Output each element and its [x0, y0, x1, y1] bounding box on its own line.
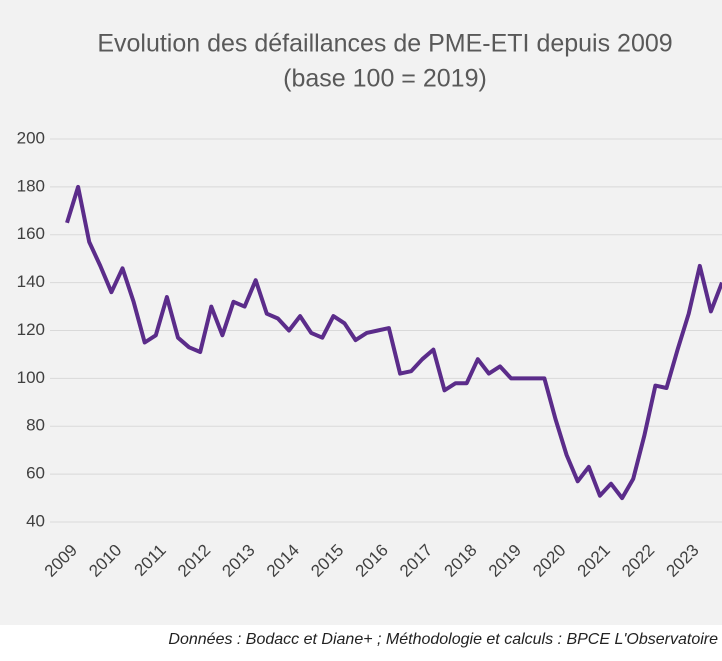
- chart-title: Evolution des défaillances de PME-ETI de…: [97, 30, 672, 58]
- y-tick-label: 180: [17, 176, 45, 195]
- y-tick-label: 160: [17, 224, 45, 243]
- y-tick-label: 80: [26, 416, 45, 435]
- source-note: Données : Bodacc et Diane+ ; Méthodologi…: [168, 631, 718, 648]
- y-tick-label: 60: [26, 464, 45, 483]
- y-tick-label: 40: [26, 511, 45, 530]
- y-tick-label: 120: [17, 320, 45, 339]
- data-line: [65, 184, 722, 501]
- y-tick-label: 140: [17, 272, 45, 291]
- plot-background: [0, 0, 722, 625]
- chart-subtitle: (base 100 = 2019): [283, 65, 487, 93]
- y-tick-label: 100: [17, 368, 45, 387]
- y-tick-label: 200: [17, 128, 45, 147]
